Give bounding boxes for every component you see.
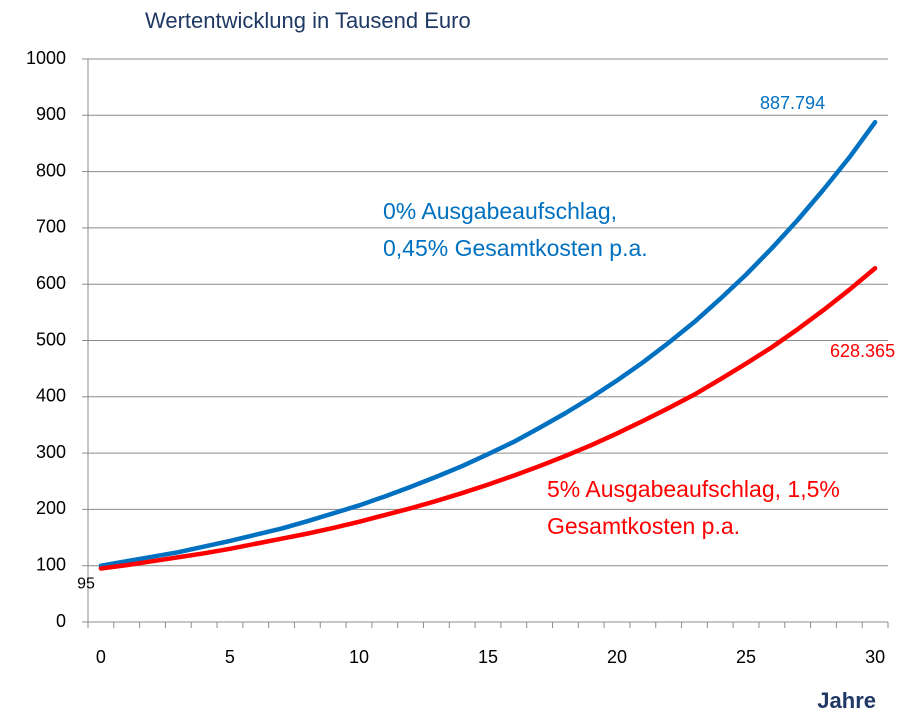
chart-title: Wertentwicklung in Tausend Euro [145, 8, 471, 33]
x-axis-label: Jahre [817, 688, 876, 713]
line-series [98, 119, 878, 568]
y-tick-label: 300 [36, 442, 66, 462]
series-annotation: 5% Ausgabeaufschlag, 1,5% [547, 476, 840, 502]
x-tick-label: 5 [225, 647, 235, 667]
x-tick-label: 30 [865, 647, 885, 667]
y-tick-label: 600 [36, 273, 66, 293]
series-annotation: 0,45% Gesamtkosten p.a. [383, 235, 648, 261]
y-tick-label: 700 [36, 217, 66, 237]
x-tick-label: 0 [96, 647, 106, 667]
series-annotation: 0% Ausgabeaufschlag, [383, 198, 617, 224]
data-label: 95 [77, 576, 95, 593]
data-label: 887.794 [760, 93, 825, 113]
y-tick-label: 900 [36, 104, 66, 124]
line-series [98, 265, 878, 571]
x-tick-label: 20 [607, 647, 627, 667]
series-annotation: Gesamtkosten p.a. [547, 513, 740, 539]
x-tick-label: 25 [736, 647, 756, 667]
y-tick-label: 0 [56, 611, 66, 631]
y-tick-label: 100 [36, 554, 66, 574]
x-tick-label: 15 [478, 647, 498, 667]
x-tick-label: 10 [349, 647, 369, 667]
y-tick-label: 400 [36, 386, 66, 406]
data-label: 628.365 [830, 341, 895, 361]
y-tick-label: 1000 [26, 48, 66, 68]
y-tick-label: 800 [36, 160, 66, 180]
y-tick-label: 500 [36, 329, 66, 349]
y-tick-label: 200 [36, 498, 66, 518]
